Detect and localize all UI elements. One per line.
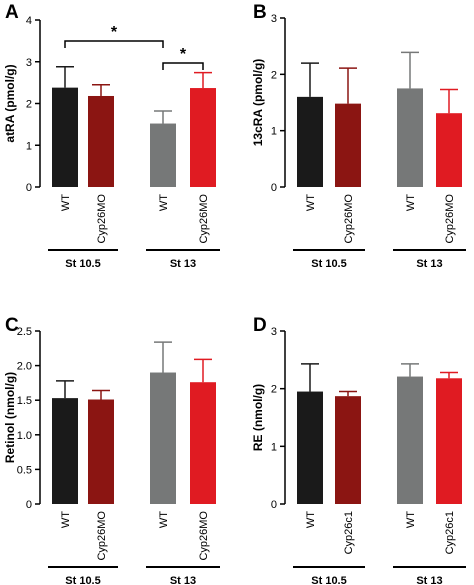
significance-star: * [111, 24, 118, 41]
bar [190, 88, 216, 187]
category-label: WT [405, 511, 417, 528]
y-tick-label: 1.0 [17, 430, 32, 442]
y-tick-label: 4 [26, 15, 32, 27]
bar [397, 88, 423, 187]
y-tick-label: 2.0 [17, 361, 32, 373]
category-label: WT [60, 511, 72, 528]
bar [150, 123, 176, 187]
category-label: WT [60, 194, 72, 211]
y-tick-label: 1.5 [17, 395, 32, 407]
bar [52, 87, 78, 187]
bar [297, 391, 323, 504]
group-label: St 13 [170, 258, 196, 270]
y-tick-label: 0.5 [17, 464, 32, 476]
category-label: Cyp26MO [198, 194, 210, 244]
bar [436, 113, 462, 187]
y-axis-label: RE (nmol/g) [251, 384, 265, 451]
category-label: Cyp26MO [343, 194, 355, 244]
bar [335, 103, 361, 187]
y-tick-label: 0 [271, 499, 277, 511]
group-label: St 13 [170, 575, 196, 585]
category-label: Cyp26MO [96, 511, 108, 561]
significance-star: * [180, 46, 187, 63]
bar [88, 399, 114, 504]
panel-c: C 0 0.5 1.0 1.5 2.0 2.5 Retinol (nmol/g) WT Cyp26… [3, 315, 220, 585]
category-label: Cyp26c1 [444, 511, 456, 554]
y-tick-label: 0 [271, 182, 277, 194]
y-tick-label: 1 [26, 140, 32, 152]
group-label: St 10.5 [311, 575, 346, 585]
y-tick-label: 3 [26, 57, 32, 69]
category-label: WT [158, 194, 170, 211]
bar [190, 382, 216, 504]
y-tick-label: 2 [26, 99, 32, 111]
y-tick-label: 2.5 [17, 326, 32, 338]
panel-letter: C [5, 315, 19, 336]
group-label: St 10.5 [65, 258, 100, 270]
y-tick-label: 2 [271, 69, 277, 81]
y-axis-label: 13cRA (pmol/g) [251, 59, 265, 147]
bar [335, 396, 361, 504]
panel-a: A 0 1 2 3 4 atRA (pmol/g) WT Cyp26MO WT Cyp26MO St … [3, 2, 220, 270]
y-tick-label: 0 [26, 182, 32, 194]
group-label: St 10.5 [65, 575, 100, 585]
significance-bracket [64, 40, 164, 48]
y-tick-label: 3 [271, 13, 277, 25]
panel-letter: D [253, 315, 267, 336]
y-tick-label: 2 [271, 384, 277, 396]
bar [436, 378, 462, 504]
category-label: Cyp26c1 [343, 511, 355, 554]
group-label: St 13 [416, 575, 442, 585]
category-label: WT [405, 194, 417, 211]
category-label: WT [305, 194, 317, 211]
category-label: Cyp26MO [198, 511, 210, 561]
bar [150, 372, 176, 504]
y-tick-label: 0 [26, 499, 32, 511]
panel-d: D 0 1 2 3 RE (nmol/g) WT Cyp26c1 WT Cyp26c1 St 10.… [251, 315, 466, 585]
group-label: St 10.5 [311, 258, 346, 270]
y-tick-label: 3 [271, 326, 277, 338]
category-label: WT [305, 511, 317, 528]
bar [397, 376, 423, 504]
category-label: Cyp26MO [96, 194, 108, 244]
category-label: Cyp26MO [444, 194, 456, 244]
bar [297, 96, 323, 187]
y-axis-label: atRA (pmol/g) [3, 64, 17, 142]
y-tick-label: 1 [271, 126, 277, 138]
panel-letter: B [253, 2, 267, 23]
panel-b: B 0 1 2 3 13cRA (pmol/g) WT Cyp26MO WT Cyp26MO St … [251, 2, 466, 270]
bar [52, 398, 78, 504]
group-label: St 13 [416, 258, 442, 270]
significance-bracket [162, 62, 204, 70]
y-tick-label: 1 [271, 441, 277, 453]
category-label: WT [158, 511, 170, 528]
panel-letter: A [5, 2, 19, 23]
bar [88, 95, 114, 187]
y-axis-label: Retinol (nmol/g) [3, 372, 17, 463]
